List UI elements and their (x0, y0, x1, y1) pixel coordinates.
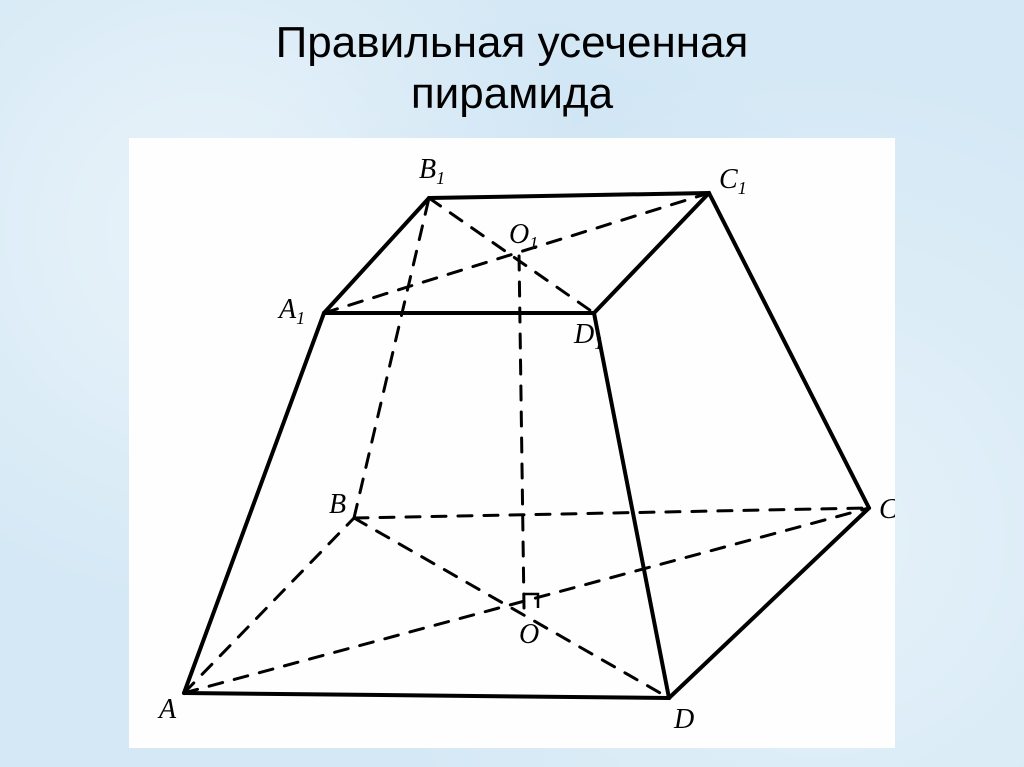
edge-A-D (184, 693, 669, 698)
edge-hidden-B-C (354, 508, 869, 518)
frustum-figure: A B C D A1 B1 C1 D1 O O1 (129, 138, 895, 748)
edge-hidden-B-B1 (354, 198, 429, 518)
vertex-labels-group: A B C D A1 B1 C1 D1 O O1 (157, 154, 895, 735)
edge-C-C1 (709, 193, 869, 508)
label-C: C (879, 494, 895, 525)
edge-hidden-A-B (184, 518, 354, 693)
slide-background: Правильная усеченнаяпирамида A B C D A1 B1 C1 D… (0, 0, 1024, 767)
label-O: O (519, 619, 539, 650)
edge-hidden-O-O1 (519, 253, 524, 608)
label-D: D (673, 704, 694, 735)
right-angle-marker (524, 594, 538, 608)
slide-title: Правильная усеченнаяпирамида (0, 18, 1024, 119)
edge-B1-C1 (429, 193, 709, 198)
edge-D-D1 (594, 313, 669, 698)
edge-hidden-A-C (184, 508, 869, 693)
label-A: A (157, 694, 177, 725)
edge-hidden-B-D (354, 518, 669, 698)
label-C1: C1 (719, 164, 747, 198)
label-D1: D1 (573, 319, 603, 353)
label-B: B (329, 489, 346, 520)
label-A1: A1 (277, 294, 305, 328)
frustum-svg: A B C D A1 B1 C1 D1 O O1 (129, 138, 895, 748)
edge-A-A1 (184, 313, 324, 693)
label-O1: O1 (509, 219, 538, 253)
label-B1: B1 (419, 154, 445, 188)
right-angle-path (524, 594, 538, 608)
